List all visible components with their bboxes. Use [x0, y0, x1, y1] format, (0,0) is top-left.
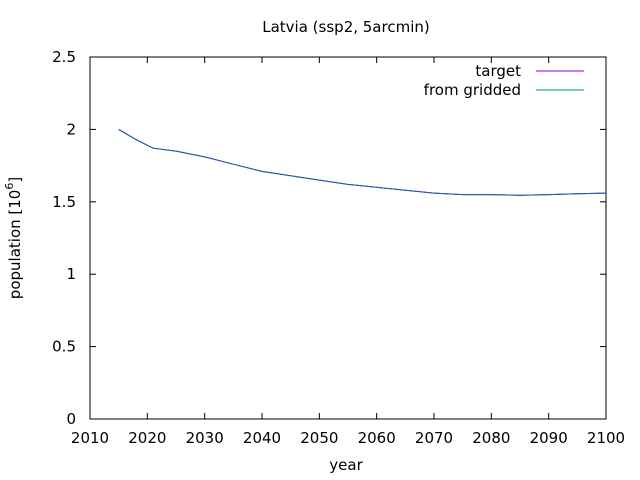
y-axis-ticks: 0 0.5 1 1.5 2 2.5	[52, 48, 606, 428]
legend: target from gridded	[424, 62, 584, 99]
y-tick-label: 1.5	[52, 193, 76, 211]
series-lines	[118, 128, 607, 196]
x-tick-label: 2030	[186, 429, 224, 447]
chart-title: Latvia (ssp2, 5arcmin)	[262, 18, 429, 36]
x-tick-label: 2060	[358, 429, 396, 447]
x-axis-ticks: 2010 2020 2030 2040 2050 2060 2070 2080 2090 2100	[71, 57, 625, 447]
y-tick-label: 2.5	[52, 48, 76, 66]
legend-label-target: target	[475, 62, 521, 80]
x-axis-label: year	[329, 456, 363, 474]
x-tick-label: 2090	[530, 429, 568, 447]
x-tick-label: 2100	[587, 429, 625, 447]
y-axis-label-close: ]	[6, 177, 24, 183]
x-tick-label: 2080	[472, 429, 510, 447]
y-axis-label-group: population [106]	[3, 177, 24, 299]
y-axis-label: population [106]	[3, 177, 24, 299]
legend-label-from-gridded: from gridded	[424, 81, 521, 99]
y-tick-label: 1	[66, 265, 76, 283]
y-tick-label: 0	[66, 410, 76, 428]
x-tick-label: 2050	[300, 429, 338, 447]
y-axis-label-sup: 6	[3, 183, 16, 190]
x-tick-label: 2020	[128, 429, 166, 447]
plot-frame	[89, 56, 607, 420]
x-tick-label: 2010	[71, 429, 109, 447]
y-tick-label: 2	[66, 120, 76, 138]
x-tick-label: 2070	[415, 429, 453, 447]
series-line-overlap	[118, 128, 607, 196]
x-tick-label: 2040	[243, 429, 281, 447]
y-axis-label-main: population [10	[6, 190, 24, 300]
y-tick-label: 0.5	[52, 338, 76, 356]
